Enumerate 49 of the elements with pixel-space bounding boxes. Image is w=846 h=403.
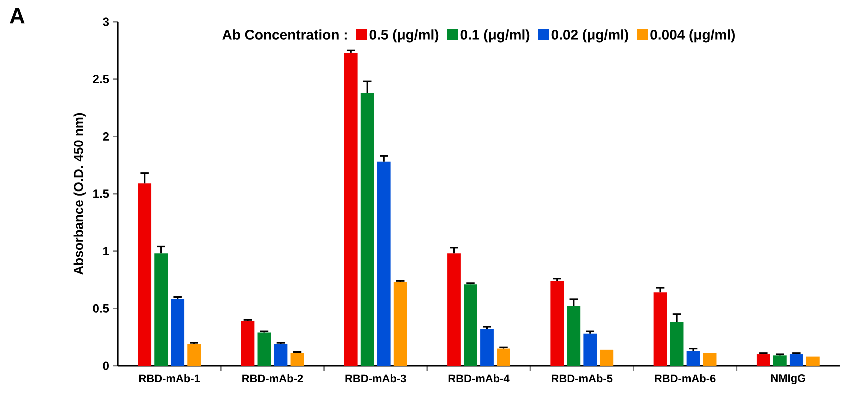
legend-label: 0.004 (μg/ml) (650, 30, 735, 43)
bar (290, 353, 304, 366)
y-tick-label: 0.5 (93, 304, 110, 313)
x-tick-label: RBD-mAb-6 (655, 374, 716, 383)
y-axis-title: Absorbance (O.D. 450 nm) (74, 113, 86, 275)
bar (154, 254, 168, 366)
bar (550, 281, 564, 366)
bar (138, 184, 152, 366)
legend-label: 0.5 (μg/ml) (370, 30, 439, 43)
x-tick-label: RBD-mAb-4 (448, 374, 510, 383)
bar (567, 306, 581, 366)
bar (773, 356, 787, 366)
bar (480, 329, 494, 366)
x-tick-label: NMIgG (771, 374, 806, 385)
legend-title: Ab Concentration : (222, 30, 347, 40)
text: A (10, 8, 25, 24)
bar (806, 356, 820, 366)
bar (703, 353, 717, 366)
bar (756, 354, 770, 366)
x-tick-label: RBD-mAb-3 (346, 374, 406, 383)
bar (600, 350, 614, 366)
bar (584, 334, 598, 366)
bar (241, 321, 255, 366)
bar (394, 282, 408, 366)
x-tick-label: RBD-mAb-5 (552, 374, 613, 383)
y-tick-label: 2.5 (93, 75, 110, 84)
x-tick-label: RBD-mAb-2 (242, 374, 304, 383)
bar (344, 52, 358, 366)
x-tick-label: RBD-mAb-1 (139, 374, 200, 383)
y-tick-label: 0 (103, 362, 109, 370)
legend-label: 0.1 (μg/ml) (460, 30, 530, 43)
legend-label: 0.02 (μg/ml) (552, 30, 628, 43)
bar (464, 284, 478, 366)
bar (686, 351, 700, 366)
bar (448, 254, 461, 366)
bar (497, 348, 510, 366)
bar (171, 299, 185, 366)
bar (654, 292, 668, 366)
y-tick-label: 1 (104, 247, 110, 256)
y-tick-label: 3 (103, 18, 110, 26)
bar (377, 162, 391, 366)
bar (188, 344, 202, 366)
bar (360, 93, 374, 366)
y-tick-label: 1.5 (94, 190, 110, 198)
bar (790, 354, 804, 366)
bar (670, 322, 684, 366)
y-tick-label: 2 (103, 132, 109, 141)
bar (274, 344, 288, 366)
bar (258, 332, 272, 366)
